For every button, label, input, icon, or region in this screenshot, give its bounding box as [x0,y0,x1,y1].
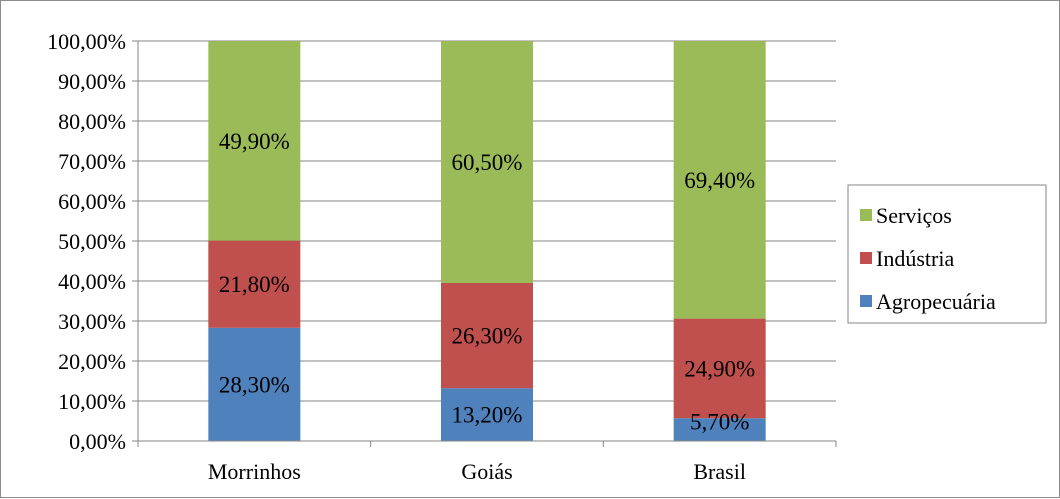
data-label-servicos-goias: 60,50% [452,150,523,175]
x-category-label: Morrinhos [208,459,301,484]
legend-swatch-industria [860,252,872,264]
bar-servicos-brasil [673,41,766,319]
legend-label-agropecuaria: Agropecuária [876,289,996,314]
data-label-agropecuaria-brasil: 5,70% [690,410,749,435]
bar-agropecuaria-morrinhos [208,327,301,441]
data-label-agropecuaria-goias: 13,20% [452,403,523,428]
y-tick-label: 50,00% [58,229,126,254]
y-tick-label: 40,00% [58,269,126,294]
bar-agropecuaria-brasil [673,418,766,441]
legend: Serviços Indústria Agropecuária [847,184,1047,324]
y-tick-label: 70,00% [58,149,126,174]
data-label-industria-goias: 26,30% [452,324,523,349]
bar-industria-goias [441,283,533,389]
x-category-label: Brasil [693,459,746,484]
y-tick-label: 90,00% [58,69,126,94]
data-label-agropecuaria-morrinhos: 28,30% [219,372,290,397]
y-tick-label: 60,00% [58,189,126,214]
data-label-industria-morrinhos: 21,80% [219,272,290,297]
data-label-industria-brasil: 24,90% [684,356,755,381]
data-label-servicos-morrinhos: 49,90% [219,129,290,154]
y-tick-label: 30,00% [58,309,126,334]
data-label-servicos-brasil: 69,40% [684,168,755,193]
x-category-label: Goiás [461,459,512,484]
bar-agropecuaria-goias [441,388,533,441]
bar-servicos-morrinhos [208,41,301,241]
legend-label-servicos: Serviços [876,203,952,228]
legend-label-industria: Indústria [876,246,954,271]
axes: 0,00% 10,00% 20,00% 30,00% 40,00% 50,00% 60,00… [47,29,837,484]
bar-industria-morrinhos [208,240,301,328]
legend-swatch-servicos [860,209,872,221]
legend-box [847,184,1047,324]
bar-industria-brasil [673,318,766,419]
y-tick-label: 10,00% [58,389,126,414]
y-tick-label: 80,00% [58,109,126,134]
y-tick-label: 100,00% [47,29,126,54]
legend-swatch-agropecuaria [860,295,872,307]
bars [208,41,766,441]
y-tick-label: 20,00% [58,349,126,374]
y-tick-label: 0,00% [69,429,126,454]
data-labels: 28,30% 21,80% 49,90% 13,20% 26,30% 60,50% 5,70… [219,129,755,435]
bar-servicos-goias [441,41,533,283]
